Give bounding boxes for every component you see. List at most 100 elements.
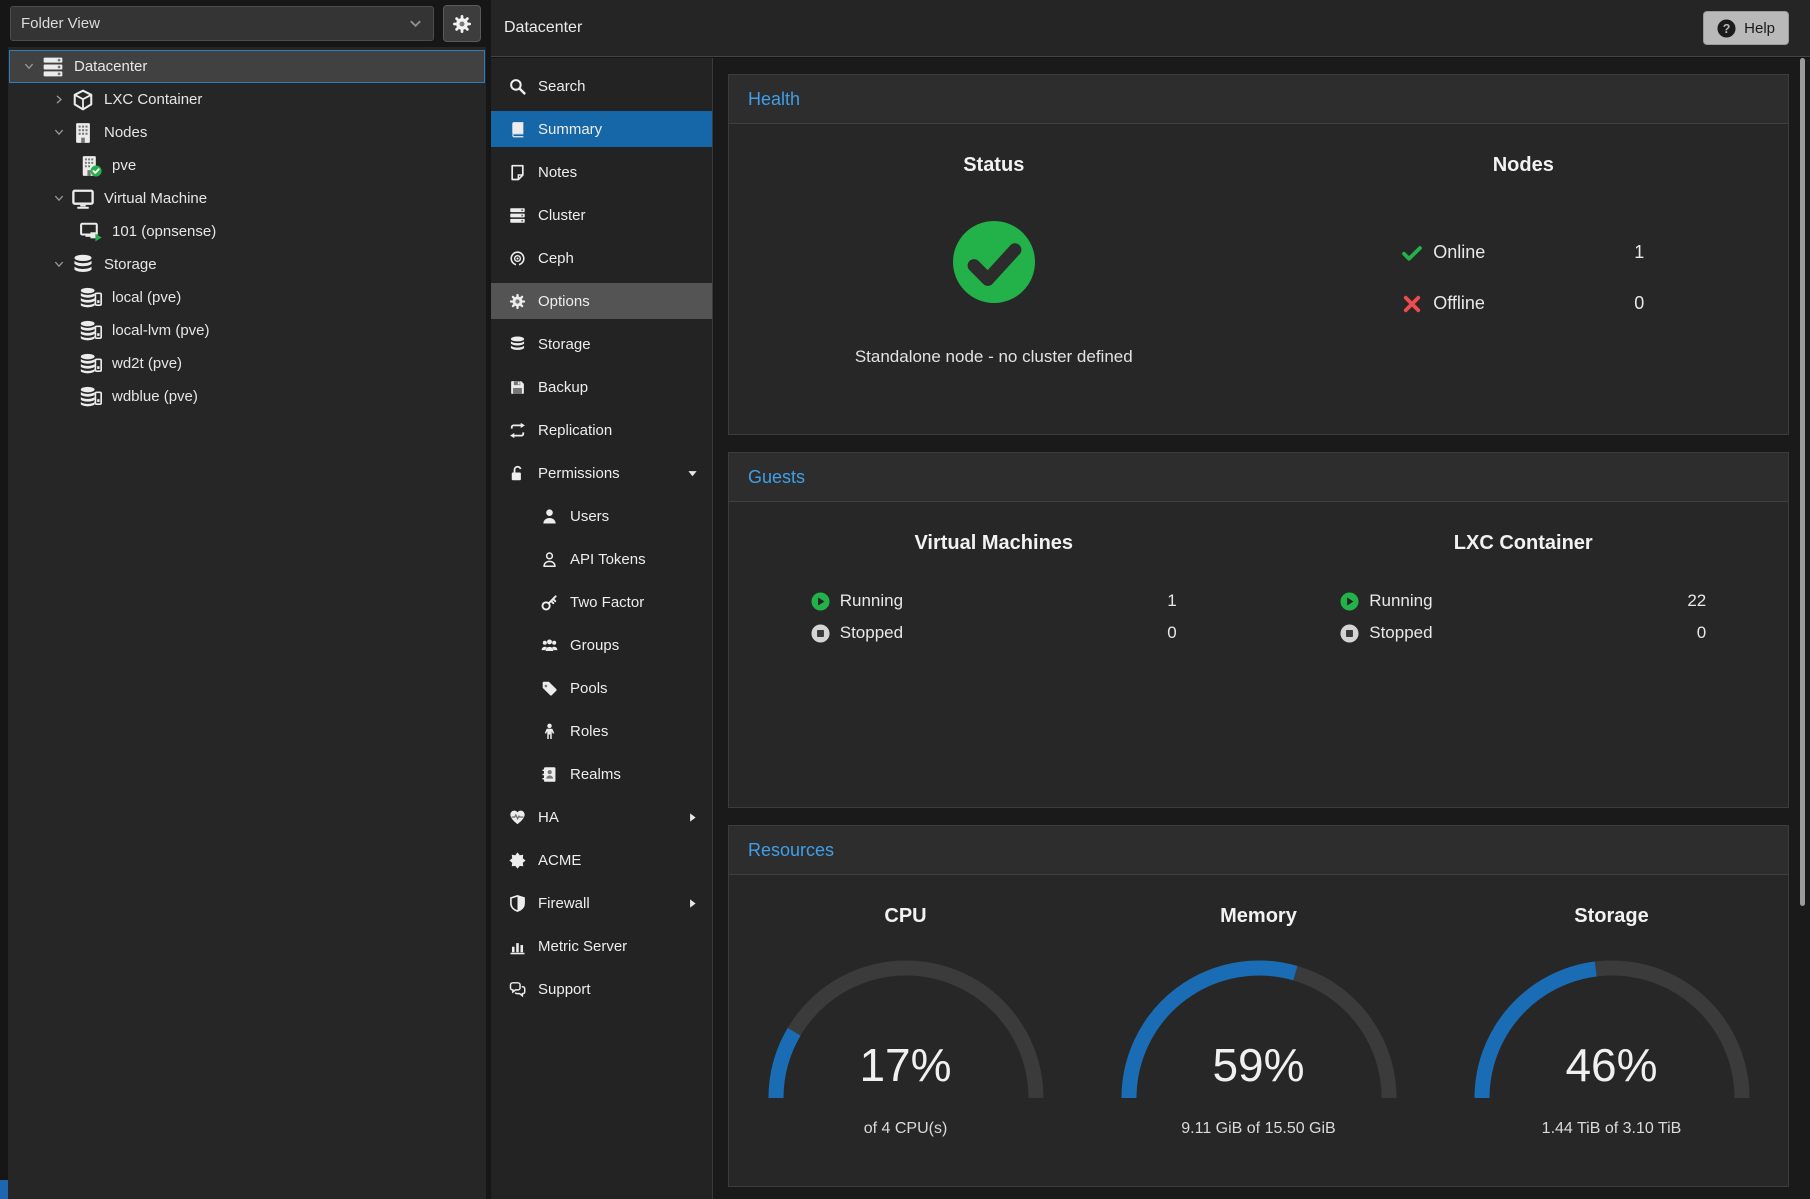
menu-item-label: API Tokens <box>570 550 646 568</box>
resources-panel: Resources CPU 17% of 4 CPU(s) Memory 59% 9.11… <box>728 825 1789 1187</box>
help-label: Help <box>1744 19 1775 37</box>
tree-item-label: Storage <box>104 256 157 273</box>
tree-toolbar: Folder View <box>0 0 491 47</box>
menu-item-label: HA <box>538 808 559 826</box>
menu-item-options[interactable]: Options <box>491 283 712 319</box>
gauge-percent: 46% <box>1565 1039 1658 1091</box>
section-menu: Search Summary Notes Cluster Ceph Options Stor… <box>491 58 713 1199</box>
gauge-caption: of 4 CPU(s) <box>863 1120 948 1137</box>
menu-item-metric-server[interactable]: Metric Server <box>491 928 712 964</box>
menu-item-realms[interactable]: Realms <box>491 756 712 792</box>
arrow-right-icon <box>687 898 698 909</box>
address-book-icon <box>539 765 559 783</box>
gear-icon <box>452 14 472 34</box>
check-icon <box>1402 243 1423 263</box>
menu-item-two-factor[interactable]: Two Factor <box>491 584 712 620</box>
desktop-icon <box>70 187 96 210</box>
menu-item-backup[interactable]: Backup <box>491 369 712 405</box>
menu-item-users[interactable]: Users <box>491 498 712 534</box>
tree-item-nodes[interactable]: Nodes <box>9 116 485 149</box>
node-status-value: 0 <box>1634 293 1645 313</box>
menu-item-label: Storage <box>538 335 591 353</box>
tree-item-lxc-container[interactable]: LXC Container <box>9 83 485 116</box>
tree-item-pve[interactable]: pve <box>9 149 485 182</box>
vertical-scrollbar[interactable] <box>1800 58 1805 1199</box>
menu-item-roles[interactable]: Roles <box>491 713 712 749</box>
help-icon: ? <box>1717 18 1736 38</box>
menu-item-label: Two Factor <box>570 593 645 611</box>
menu-item-acme[interactable]: ACME <box>491 842 712 878</box>
menu-item-label: Groups <box>570 636 620 654</box>
chevron-down-icon <box>48 126 70 139</box>
tree-item-wdblue-pve[interactable]: wdblue (pve) <box>9 380 485 413</box>
tree-item-label: Virtual Machine <box>104 190 208 207</box>
floppy-icon <box>507 378 527 396</box>
comments-icon <box>507 980 527 998</box>
guest-row-value: 0 <box>1167 623 1177 642</box>
menu-item-label: Notes <box>538 163 578 181</box>
scrollbar-thumb[interactable] <box>1800 58 1805 906</box>
shield-icon <box>507 894 527 912</box>
menu-item-summary[interactable]: Summary <box>491 111 712 147</box>
unlock-icon <box>507 464 527 482</box>
guest-row-label: Running <box>1369 591 1433 610</box>
menu-item-api-tokens[interactable]: API Tokens <box>491 541 712 577</box>
menu-item-pools[interactable]: Pools <box>491 670 712 706</box>
guest-row-lxc-container-running: Running 22 <box>1340 585 1706 617</box>
health-status-column: Status Standalone node - no cluster defi… <box>729 124 1259 434</box>
tree-item-label: LXC Container <box>104 91 203 108</box>
gauge-arc: 17% <box>766 958 1046 1106</box>
tree-item-storage[interactable]: Storage <box>9 248 485 281</box>
tree-item-label: local (pve) <box>112 289 182 306</box>
guests-panel: Guests Virtual Machines Running 1 Stopped 0 L… <box>728 452 1789 808</box>
status-ok-icon <box>952 221 1035 303</box>
tree-item-label: wdblue (pve) <box>112 388 198 405</box>
tree-item-virtual-machine[interactable]: Virtual Machine <box>9 182 485 215</box>
search-icon <box>507 77 527 95</box>
node-status-value: 1 <box>1634 242 1645 262</box>
menu-item-permissions[interactable]: Permissions <box>491 455 712 491</box>
tree-item-local-pve[interactable]: local (pve) <box>9 281 485 314</box>
health-panel: Health Status Standalone node - no clust… <box>728 74 1789 435</box>
menu-item-label: Firewall <box>538 894 590 912</box>
tree-item-wd2t-pve[interactable]: wd2t (pve) <box>9 347 485 380</box>
gauge-percent: 59% <box>1212 1039 1305 1091</box>
gauge-title: Memory <box>1220 905 1297 927</box>
health-nodes-column: Nodes Online 1 Offline 0 <box>1259 124 1789 434</box>
chevron-down-icon <box>408 16 423 31</box>
gauge-caption: 1.44 TiB of 3.10 TiB <box>1541 1120 1682 1137</box>
guest-row-lxc-container-stopped: Stopped 0 <box>1340 617 1706 649</box>
building-check-icon <box>78 154 104 177</box>
guest-row-value: 0 <box>1696 623 1707 642</box>
tree-item-label: local-lvm (pve) <box>112 322 210 339</box>
status-message: Standalone node - no cluster defined <box>854 347 1133 366</box>
tree-item-local-lvm-pve[interactable]: local-lvm (pve) <box>9 314 485 347</box>
menu-item-groups[interactable]: Groups <box>491 627 712 663</box>
desktop-play-icon <box>78 220 104 243</box>
menu-item-firewall[interactable]: Firewall <box>491 885 712 921</box>
menu-item-cluster[interactable]: Cluster <box>491 197 712 233</box>
guest-row-virtual-machines-running: Running 1 <box>811 585 1177 617</box>
menu-item-storage[interactable]: Storage <box>491 326 712 362</box>
gauge-arc: 59% <box>1119 958 1399 1106</box>
cluster-icon <box>507 206 527 224</box>
help-button[interactable]: ? Help <box>1703 11 1789 45</box>
users-icon <box>539 636 559 654</box>
tree-item-101-opnsense[interactable]: 101 (opnsense) <box>9 215 485 248</box>
guest-row-virtual-machines-stopped: Stopped 0 <box>811 617 1177 649</box>
menu-item-replication[interactable]: Replication <box>491 412 712 448</box>
view-mode-select[interactable]: Folder View <box>10 6 434 41</box>
tree-item-label: wd2t (pve) <box>112 355 183 372</box>
menu-item-label: Cluster <box>538 206 586 224</box>
menu-item-ha[interactable]: HA <box>491 799 712 835</box>
summary-content: Health Status Standalone node - no clust… <box>713 58 1810 1199</box>
tree-settings-button[interactable] <box>443 5 481 42</box>
menu-item-support[interactable]: Support <box>491 971 712 1007</box>
chevron-down-icon <box>48 258 70 271</box>
menu-item-search[interactable]: Search <box>491 68 712 104</box>
menu-item-ceph[interactable]: Ceph <box>491 240 712 276</box>
stop-icon <box>811 623 830 643</box>
menu-item-notes[interactable]: Notes <box>491 154 712 190</box>
database-drive-icon <box>78 286 104 309</box>
tree-item-datacenter[interactable]: Datacenter <box>9 50 485 83</box>
